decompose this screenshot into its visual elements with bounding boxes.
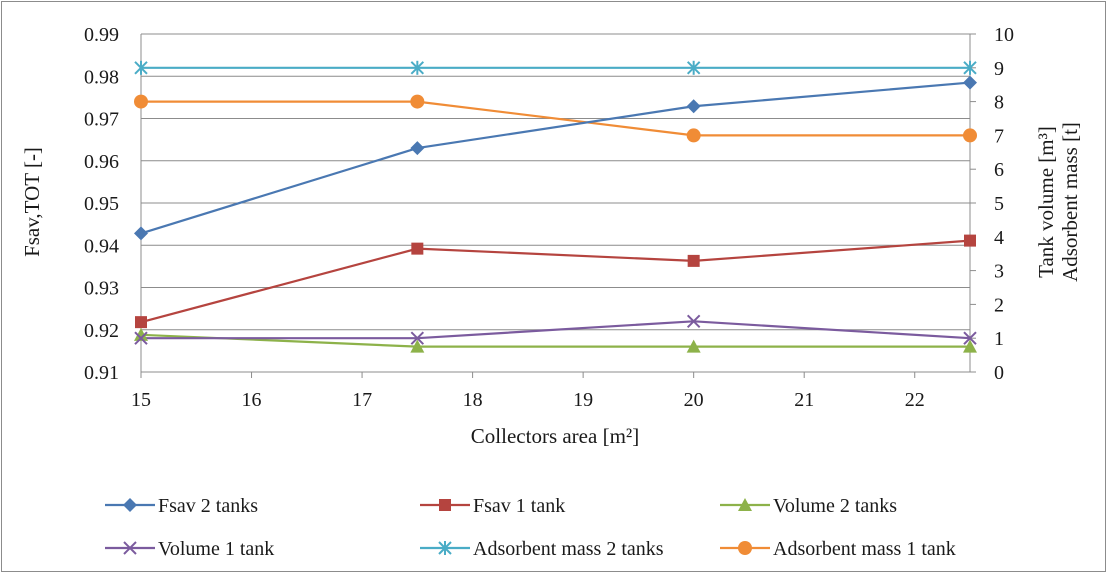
legend-marker (738, 498, 752, 511)
series-line-fsav-1-tank (140, 239, 971, 324)
data-point-fsav-1-tank (411, 242, 424, 255)
x-tick-label: 17 (352, 389, 372, 411)
legend-label: Fsav 1 tank (473, 495, 565, 517)
y-tick-label-right: 0 (994, 362, 1004, 384)
series-line-adsorbent-mass-1-tank (141, 100, 970, 137)
legend-item-adsorbent-mass-1-tank: Adsorbent mass 1 tank (720, 538, 956, 560)
y-tick-label-right: 1 (994, 328, 1004, 350)
legend-marker (123, 541, 137, 555)
y-tick-label-right: 8 (994, 92, 1004, 114)
legend-label: Fsav 2 tanks (158, 495, 258, 517)
data-point-volume-1-tank (686, 314, 701, 329)
legend-marker (738, 541, 752, 555)
data-point-adsorbent-mass-2-tanks (963, 60, 977, 75)
data-point-adsorbent-mass-1-tank (686, 128, 701, 143)
y-tick-label-left: 0.93 (84, 278, 119, 300)
legend: Fsav 2 tanks Fsav 1 tank Volume 2 tanks Vol… (105, 495, 956, 560)
legend-marker (439, 499, 451, 511)
y-tick-label-right: 4 (994, 227, 1004, 249)
y-tick-label-left: 0.94 (84, 235, 119, 257)
data-point-adsorbent-mass-2-tanks (134, 60, 148, 75)
series-markers (134, 60, 977, 353)
x-tick-label: 16 (242, 389, 262, 411)
data-point-fsav-2-tanks (686, 99, 701, 114)
data-point-fsav-2-tanks (410, 141, 425, 156)
y-axis-title-right-adsorbent-mass: Adsorbent mass [t] (1058, 122, 1082, 282)
legend-item-adsorbent-mass-2-tanks: Adsorbent mass 2 tanks (420, 538, 664, 560)
y-tick-label-right: 2 (994, 294, 1004, 316)
data-point-fsav-2-tanks (963, 75, 977, 90)
data-point-volume-2-tanks (963, 339, 977, 353)
y-tick-label-left: 0.97 (84, 109, 119, 131)
y-tick-label-right: 6 (994, 159, 1004, 181)
data-point-fsav-1-tank (135, 316, 147, 329)
y-axis-title-right-tank-volume: Tank volume [m³] (1034, 126, 1058, 278)
data-point-adsorbent-mass-2-tanks (686, 60, 701, 75)
legend-label: Adsorbent mass 2 tanks (473, 538, 664, 560)
series-line-fsav-2-tanks (140, 81, 971, 235)
x-axis-title: Collectors area [m²] (471, 424, 639, 448)
data-point-volume-2-tanks (410, 339, 425, 353)
legend-item-fsav-1-tank: Fsav 1 tank (420, 495, 565, 517)
y-tick-label-right: 7 (994, 125, 1004, 147)
legend-label: Volume 2 tanks (773, 495, 897, 517)
y-tick-label-left: 0.91 (84, 362, 119, 384)
legend-marker (438, 541, 452, 555)
x-tick-label: 20 (684, 389, 704, 411)
x-tick-label: 15 (131, 389, 151, 411)
y-tick-label-right: 3 (994, 261, 1004, 283)
y-tick-label-right: 5 (994, 193, 1004, 215)
data-point-fsav-2-tanks (134, 226, 148, 241)
data-point-volume-1-tank (963, 331, 977, 345)
legend-item-volume-2-tanks: Volume 2 tanks (720, 495, 897, 517)
legend-item-fsav-2-tanks: Fsav 2 tanks (105, 495, 258, 517)
data-point-fsav-1-tank (687, 254, 700, 267)
y-tick-label-left: 0.99 (84, 24, 119, 46)
data-point-volume-2-tanks (686, 339, 701, 353)
y-tick-label-left: 0.96 (84, 151, 119, 173)
data-point-fsav-1-tank (964, 234, 976, 247)
data-point-volume-2-tanks (134, 327, 148, 341)
series-line-volume-2-tanks (140, 333, 970, 348)
data-point-volume-1-tank (410, 331, 425, 345)
legend-label: Volume 1 tank (158, 538, 274, 560)
series-line-volume-1-tank (141, 320, 971, 340)
gridlines (141, 33, 970, 373)
legend-item-volume-1-tank: Volume 1 tank (105, 538, 274, 560)
data-point-adsorbent-mass-2-tanks (410, 60, 425, 75)
y-tick-label-left: 0.95 (84, 193, 119, 215)
data-point-adsorbent-mass-1-tank (134, 94, 148, 109)
y-tick-label-right: 10 (994, 24, 1014, 46)
data-point-adsorbent-mass-1-tank (410, 94, 425, 109)
legend-label: Adsorbent mass 1 tank (773, 538, 956, 560)
x-tick-label: 21 (794, 389, 814, 411)
axes: 0.91 0.92 0.93 0.94 0.95 0.96 0.97 0.98 0.99 0 1 2 3… (84, 24, 1014, 411)
data-point-volume-1-tank (134, 331, 148, 345)
x-tick-label: 18 (463, 389, 483, 411)
y-axis-title-left: Fsav,TOT [-] (20, 147, 44, 257)
legend-marker (123, 498, 137, 512)
data-point-adsorbent-mass-1-tank (963, 128, 977, 143)
y-tick-label-left: 0.98 (84, 66, 119, 88)
series-lines (140, 66, 971, 348)
x-tick-label: 19 (573, 389, 593, 411)
x-tick-label: 22 (905, 389, 925, 411)
y-tick-label-left: 0.92 (84, 320, 119, 342)
y-tick-label-right: 9 (994, 58, 1004, 80)
